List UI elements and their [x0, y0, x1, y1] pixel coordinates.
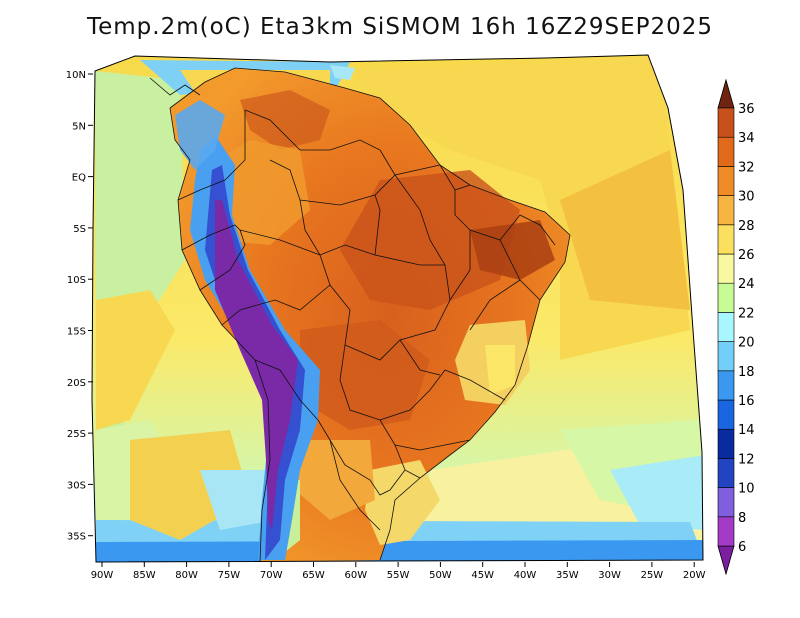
colorbar-segment: [717, 195, 735, 226]
colorbar-segment: [717, 224, 735, 255]
political-borders: [149, 67, 571, 562]
colorbar-segment: [717, 399, 735, 430]
lon-tick-label: 35W: [556, 570, 579, 581]
lat-tick-label: 35S: [67, 532, 86, 543]
lon-tick-label: 40W: [514, 570, 537, 581]
lat-tick-label: 5S: [73, 224, 86, 235]
map-frame: [91, 54, 704, 563]
map-title: Temp.2m(oC) Eta3km SiSMOM 16h 16Z29SEP20…: [86, 14, 714, 40]
lon-tick-label: 25W: [641, 570, 664, 581]
colorbar-segment: [717, 516, 735, 547]
colorbar-segment: [717, 487, 735, 518]
colorbar-segment: [717, 107, 735, 138]
colorbar-label: 10: [738, 482, 755, 497]
lon-tick-label: 75W: [218, 570, 241, 581]
lat-tick-label: 10S: [67, 275, 86, 286]
colorbar-label: 12: [738, 452, 755, 467]
lat-tick-label: 25S: [67, 429, 86, 440]
lon-tick-label: 70W: [260, 570, 283, 581]
lon-tick-label: 65W: [302, 570, 325, 581]
lon-tick-label: 60W: [344, 570, 367, 581]
colorbar-segment: [717, 428, 735, 459]
temperature-field: [92, 55, 703, 562]
colorbar-segment: [717, 458, 735, 488]
lon-tick-label: 45W: [471, 570, 494, 581]
lon-tick-label: 80W: [175, 570, 198, 581]
colorbar-segment: [717, 136, 735, 167]
lat-axis: 10N 5N EQ 5S 10S 15S 20S 25S 30S 35S: [66, 70, 93, 543]
lon-tick-label: 55W: [387, 570, 410, 581]
colorbar-label: 30: [738, 190, 755, 205]
colorbar-label: 14: [738, 423, 755, 438]
lat-tick-label: 10N: [66, 70, 86, 81]
colorbar-label: 36: [738, 102, 755, 117]
colorbar-label: 22: [738, 306, 755, 321]
colorbar-label: 8: [738, 511, 746, 526]
colorbar-segment: [717, 166, 735, 196]
colorbar-label: 16: [738, 394, 755, 409]
colorbar: 6 8 10 12 14 16 18 20 22 24 26 28 30 32 34 36: [717, 78, 755, 576]
lon-tick-label: 50W: [429, 570, 452, 581]
colorbar-segment: [717, 282, 735, 313]
colorbar-label: 18: [738, 365, 755, 380]
lon-axis: 90W 85W 80W 75W 70W 65W 60W 55W 50W 45W 40W 35W 30W 2…: [91, 562, 706, 581]
colorbar-label: 32: [738, 160, 755, 175]
lat-tick-label: 20S: [67, 378, 86, 389]
colorbar-label: 20: [738, 336, 755, 351]
colorbar-segment: [717, 370, 735, 401]
lon-tick-label: 90W: [91, 570, 114, 581]
colorbar-max-arrow: [717, 78, 735, 109]
lat-tick-label: 30S: [67, 480, 86, 491]
colorbar-label: 6: [738, 540, 746, 555]
colorbar-min-arrow: [717, 545, 735, 576]
colorbar-label: 28: [738, 219, 755, 234]
colorbar-label: 26: [738, 248, 755, 263]
colorbar-label: 24: [738, 277, 755, 292]
lat-tick-label: EQ: [72, 173, 86, 184]
lat-tick-label: 5N: [72, 121, 86, 132]
colorbar-segment: [717, 253, 735, 284]
lon-tick-label: 30W: [598, 570, 621, 581]
colorbar-label: 34: [738, 131, 755, 146]
lat-tick-label: 15S: [67, 327, 86, 338]
lon-tick-label: 85W: [133, 570, 156, 581]
colorbar-segment: [717, 312, 735, 342]
lon-tick-label: 20W: [683, 570, 706, 581]
colorbar-segment: [717, 341, 735, 372]
